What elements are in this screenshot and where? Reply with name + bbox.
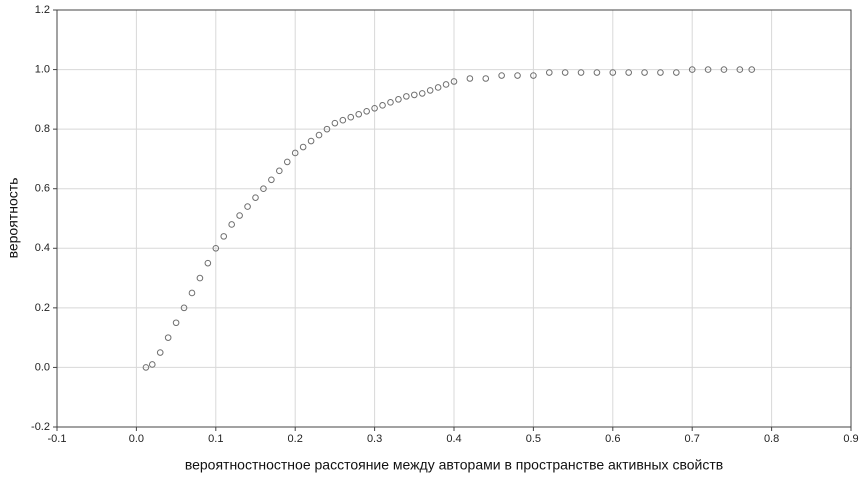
point: [748, 66, 756, 73]
point: [379, 102, 386, 109]
point: [545, 69, 553, 76]
point: [220, 233, 228, 240]
point: [387, 99, 394, 106]
point: [283, 158, 291, 166]
x-tick-label: 0.8: [764, 433, 779, 445]
point: [514, 72, 521, 79]
point: [323, 125, 331, 133]
point: [403, 93, 410, 100]
point: [339, 116, 347, 124]
x-tick-label: 0.4: [446, 433, 461, 445]
point: [593, 69, 601, 76]
point: [371, 104, 378, 112]
point: [180, 304, 188, 312]
point: [252, 194, 259, 201]
point: [411, 91, 418, 99]
y-tick-label: 0.0: [35, 361, 50, 373]
y-axis-title: вероятность: [5, 178, 21, 259]
y-tick-label: 0.8: [35, 123, 50, 135]
x-tick-label: 0.5: [526, 433, 541, 445]
point: [164, 334, 172, 341]
point: [657, 69, 664, 76]
point: [482, 75, 490, 82]
y-tick-label: 0.6: [35, 183, 50, 195]
y-tick-label: -0.2: [31, 421, 50, 433]
point: [331, 119, 339, 127]
point: [577, 69, 585, 76]
point: [720, 66, 728, 73]
point: [673, 69, 680, 76]
point: [418, 90, 426, 97]
point: [188, 289, 196, 297]
point: [148, 361, 156, 368]
point: [307, 137, 315, 145]
point: [212, 244, 220, 252]
point: [466, 75, 474, 82]
x-axis-title: вероятностностное расстояние между автор…: [185, 457, 723, 473]
point: [228, 221, 235, 228]
point: [347, 113, 355, 121]
point: [395, 96, 402, 103]
x-tick-label: 0.6: [605, 433, 620, 445]
point: [426, 87, 434, 94]
x-tick-label: 0.2: [288, 433, 303, 445]
point: [688, 66, 696, 73]
point: [561, 69, 569, 76]
point: [434, 84, 442, 91]
point: [299, 143, 307, 151]
x-tick-label: -0.1: [48, 433, 67, 445]
point: [291, 149, 299, 157]
point: [355, 110, 363, 118]
point: [268, 176, 275, 184]
point: [530, 72, 537, 79]
x-tick-label: 0.0: [129, 433, 144, 445]
point: [196, 274, 204, 282]
point: [172, 319, 180, 327]
point: [498, 72, 505, 79]
plot-frame: [56, 9, 852, 428]
y-tick-label: 1.0: [35, 63, 50, 75]
y-tick-label: 0.2: [35, 302, 50, 314]
point: [236, 212, 243, 219]
point: [244, 203, 251, 210]
point: [260, 185, 267, 193]
x-tick-label: 0.3: [367, 433, 382, 445]
point: [315, 131, 323, 139]
point: [142, 364, 150, 371]
point: [641, 69, 648, 76]
point: [625, 69, 632, 76]
point: [442, 81, 450, 88]
x-tick-label: 0.9: [843, 433, 858, 445]
x-tick-label: 0.1: [208, 433, 223, 445]
y-tick-label: 1.2: [35, 4, 50, 16]
point: [156, 349, 164, 356]
point: [609, 69, 617, 76]
point: [276, 167, 283, 175]
point: [450, 78, 458, 85]
point: [363, 107, 370, 115]
y-tick-label: 0.4: [35, 242, 50, 254]
point: [704, 66, 712, 73]
point: [204, 259, 212, 267]
x-tick-label: 0.7: [685, 433, 700, 445]
point: [736, 66, 744, 73]
